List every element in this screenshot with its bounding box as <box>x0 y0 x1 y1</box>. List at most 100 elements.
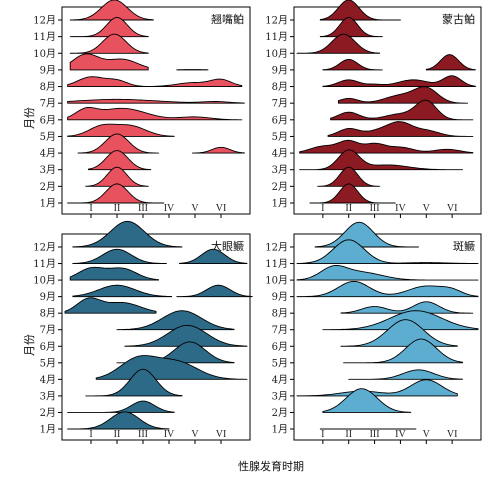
ridge-1月 <box>309 183 396 204</box>
ridge-4月 <box>299 139 474 154</box>
y-tick-label: 10月 <box>265 275 288 287</box>
panel-frame <box>61 233 251 441</box>
x-tick-label: I <box>89 203 92 214</box>
ridge-12月 <box>319 0 401 21</box>
y-tick-label: 6月 <box>40 114 56 126</box>
y-tick-label: 1月 <box>40 424 56 436</box>
y-tick-label: 9月 <box>272 64 288 76</box>
y-tick-label: 8月 <box>272 81 288 93</box>
ridge-5月 <box>343 338 463 364</box>
y-tick-label: 12月 <box>33 242 56 254</box>
x-tick-label: II <box>345 203 352 214</box>
panel-frame <box>61 6 251 215</box>
y-tick-label: 6月 <box>272 114 288 126</box>
ridge-3月 <box>87 150 152 171</box>
panel-frame <box>293 233 482 441</box>
y-tick-label: 8月 <box>40 81 56 93</box>
y-tick-label: 12月 <box>265 242 288 254</box>
ridge-11月 <box>296 239 479 264</box>
ridge-4月 <box>95 355 248 380</box>
y-tick-label: 11月 <box>33 258 56 270</box>
ridge-2月 <box>317 166 381 187</box>
y-tick-label: 9月 <box>40 64 56 76</box>
x-tick-label: III <box>138 429 148 440</box>
ridge-10月 <box>296 264 479 281</box>
y-tick-label: 4月 <box>40 374 56 386</box>
ridge-2月 <box>85 166 149 187</box>
ridge-8月 <box>67 76 243 87</box>
y-tick-label: 5月 <box>40 131 56 143</box>
y-tick-label: 3月 <box>272 390 288 402</box>
ridge-7月 <box>67 98 245 104</box>
y-tick-label: 5月 <box>272 357 288 369</box>
ridge-11月 <box>69 17 149 38</box>
ridge-10月 <box>296 33 381 54</box>
y-tick-label: 10月 <box>265 48 288 60</box>
y-axis-title-bottom: 月份 <box>23 334 36 356</box>
ridge-3月 <box>299 149 463 171</box>
x-tick-label: I <box>321 429 324 440</box>
y-axis-title-top: 月份 <box>23 107 36 129</box>
ridge-7月 <box>322 310 479 331</box>
ridge-1月 <box>67 183 165 204</box>
x-tick-label: II <box>114 429 121 440</box>
y-tick-label: 8月 <box>272 308 288 320</box>
y-tick-label: 11月 <box>265 258 288 270</box>
x-tick-label: I <box>321 203 324 214</box>
x-tick-label: IV <box>395 429 406 440</box>
ridge-8月 <box>64 297 157 314</box>
ridge-6月 <box>124 324 248 347</box>
y-tick-label: 8月 <box>40 308 56 320</box>
x-tick-label: III <box>370 203 380 214</box>
ridge-8月 <box>340 301 474 314</box>
ridge-4月 <box>77 133 160 154</box>
y-tick-label: 3月 <box>272 164 288 176</box>
y-tick-label: 10月 <box>33 48 56 60</box>
x-tick-label: IV <box>164 429 175 440</box>
y-tick-label: 1月 <box>40 198 56 210</box>
ridge-9月 <box>425 54 476 71</box>
ridge-12月 <box>69 0 154 21</box>
ridge-1月 <box>67 411 170 430</box>
ridge-7月 <box>116 310 235 331</box>
y-tick-label: 7月 <box>272 324 288 336</box>
ridge-12月 <box>314 221 419 248</box>
x-tick-label: III <box>370 429 380 440</box>
x-tick-label: III <box>138 203 148 214</box>
y-tick-label: 2月 <box>40 407 56 419</box>
y-tick-label: 2月 <box>272 407 288 419</box>
y-tick-label: 7月 <box>40 324 56 336</box>
ridge-11月 <box>178 248 248 264</box>
ridge-2月 <box>67 400 175 413</box>
x-tick-label: VI <box>216 429 227 440</box>
x-tick-label: V <box>191 429 199 440</box>
x-tick-label: II <box>114 203 121 214</box>
y-tick-label: 11月 <box>33 31 56 43</box>
y-tick-label: 3月 <box>40 164 56 176</box>
ridge-9月 <box>69 53 149 71</box>
ridge-9月 <box>322 58 383 71</box>
y-tick-label: 1月 <box>272 198 288 210</box>
ridge-3月 <box>85 368 183 397</box>
ridge-10月 <box>69 33 149 54</box>
y-tick-label: 5月 <box>272 131 288 143</box>
ridge-9月 <box>296 280 479 298</box>
y-tick-label: 7月 <box>272 98 288 110</box>
panel-title: 翘嘴鲌 <box>211 12 244 26</box>
y-tick-label: 7月 <box>40 98 56 110</box>
x-tick-label: IV <box>164 203 175 214</box>
ridge-11月 <box>72 248 167 264</box>
ridge-7月 <box>337 86 469 104</box>
y-tick-label: 11月 <box>265 31 288 43</box>
ridge-8月 <box>322 75 476 87</box>
x-tick-label: V <box>191 203 199 214</box>
y-tick-label: 1月 <box>272 424 288 436</box>
ridge-6月 <box>330 99 474 121</box>
y-tick-label: 12月 <box>265 15 288 27</box>
x-tick-label: II <box>345 429 352 440</box>
ridge-4月 <box>348 369 463 380</box>
